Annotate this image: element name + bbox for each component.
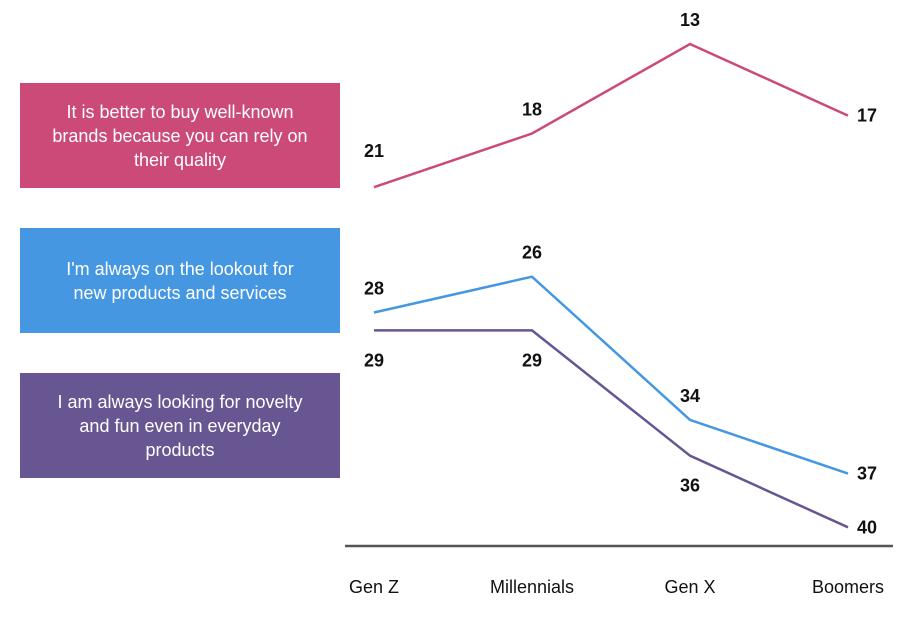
series-line [373, 42, 849, 189]
data-label: 28 [364, 279, 384, 299]
x-tick-label: Millennials [490, 577, 574, 597]
series-line [373, 275, 849, 475]
data-label: 13 [680, 10, 700, 30]
data-label: 40 [857, 517, 877, 537]
data-label: 26 [522, 243, 542, 263]
x-tick-label: Gen X [664, 577, 715, 597]
legend-box-novelty-fun: I am always looking for novelty and fun … [20, 373, 340, 478]
x-tick-label: Gen Z [349, 577, 399, 597]
data-label: 36 [680, 476, 700, 496]
series-line [374, 329, 849, 529]
data-label: 37 [857, 464, 877, 484]
x-tick-label: Boomers [812, 577, 884, 597]
data-label: 21 [364, 141, 384, 161]
data-label: 17 [857, 106, 877, 126]
legend-box-well-known-brands: It is better to buy well-known brands be… [20, 83, 340, 188]
data-label: 18 [522, 100, 542, 120]
legend-box-lookout-new-products: I'm always on the lookout for new produc… [20, 228, 340, 333]
data-label: 34 [680, 386, 700, 406]
data-label: 29 [522, 350, 542, 370]
data-label: 29 [364, 350, 384, 370]
